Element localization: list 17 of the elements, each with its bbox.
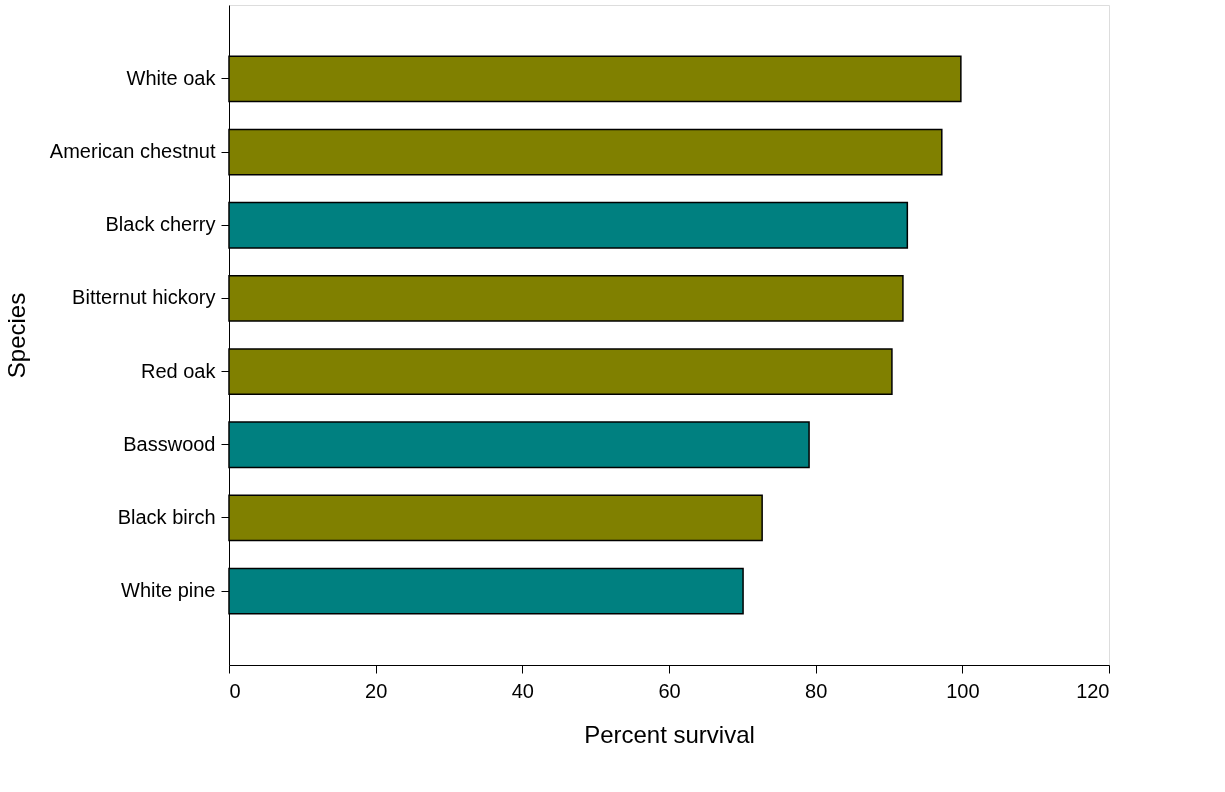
- x-tick-label: 60: [658, 679, 681, 702]
- y-tick-label: American chestnut: [49, 140, 216, 163]
- y-tick-label: Black cherry: [105, 213, 216, 236]
- x-tick-label: 120: [1076, 679, 1110, 702]
- y-tick-label: White oak: [126, 66, 217, 89]
- y-tick-label: Red oak: [141, 359, 217, 382]
- y-axis-title: Species: [2, 292, 30, 379]
- y-tick-label: White pine: [121, 579, 216, 602]
- y-tick-label: Basswood: [123, 432, 216, 455]
- x-tick-label: 80: [805, 679, 828, 702]
- y-tick-label: Bitternut hickory: [72, 286, 216, 309]
- x-tick-label: 100: [946, 679, 980, 702]
- x-tick-label: 20: [365, 679, 388, 702]
- x-tick-label: 0: [229, 679, 241, 702]
- x-tick-label: 40: [511, 679, 534, 702]
- x-axis-title: Percent survival: [584, 720, 755, 748]
- y-tick-label: Black birch: [117, 505, 216, 528]
